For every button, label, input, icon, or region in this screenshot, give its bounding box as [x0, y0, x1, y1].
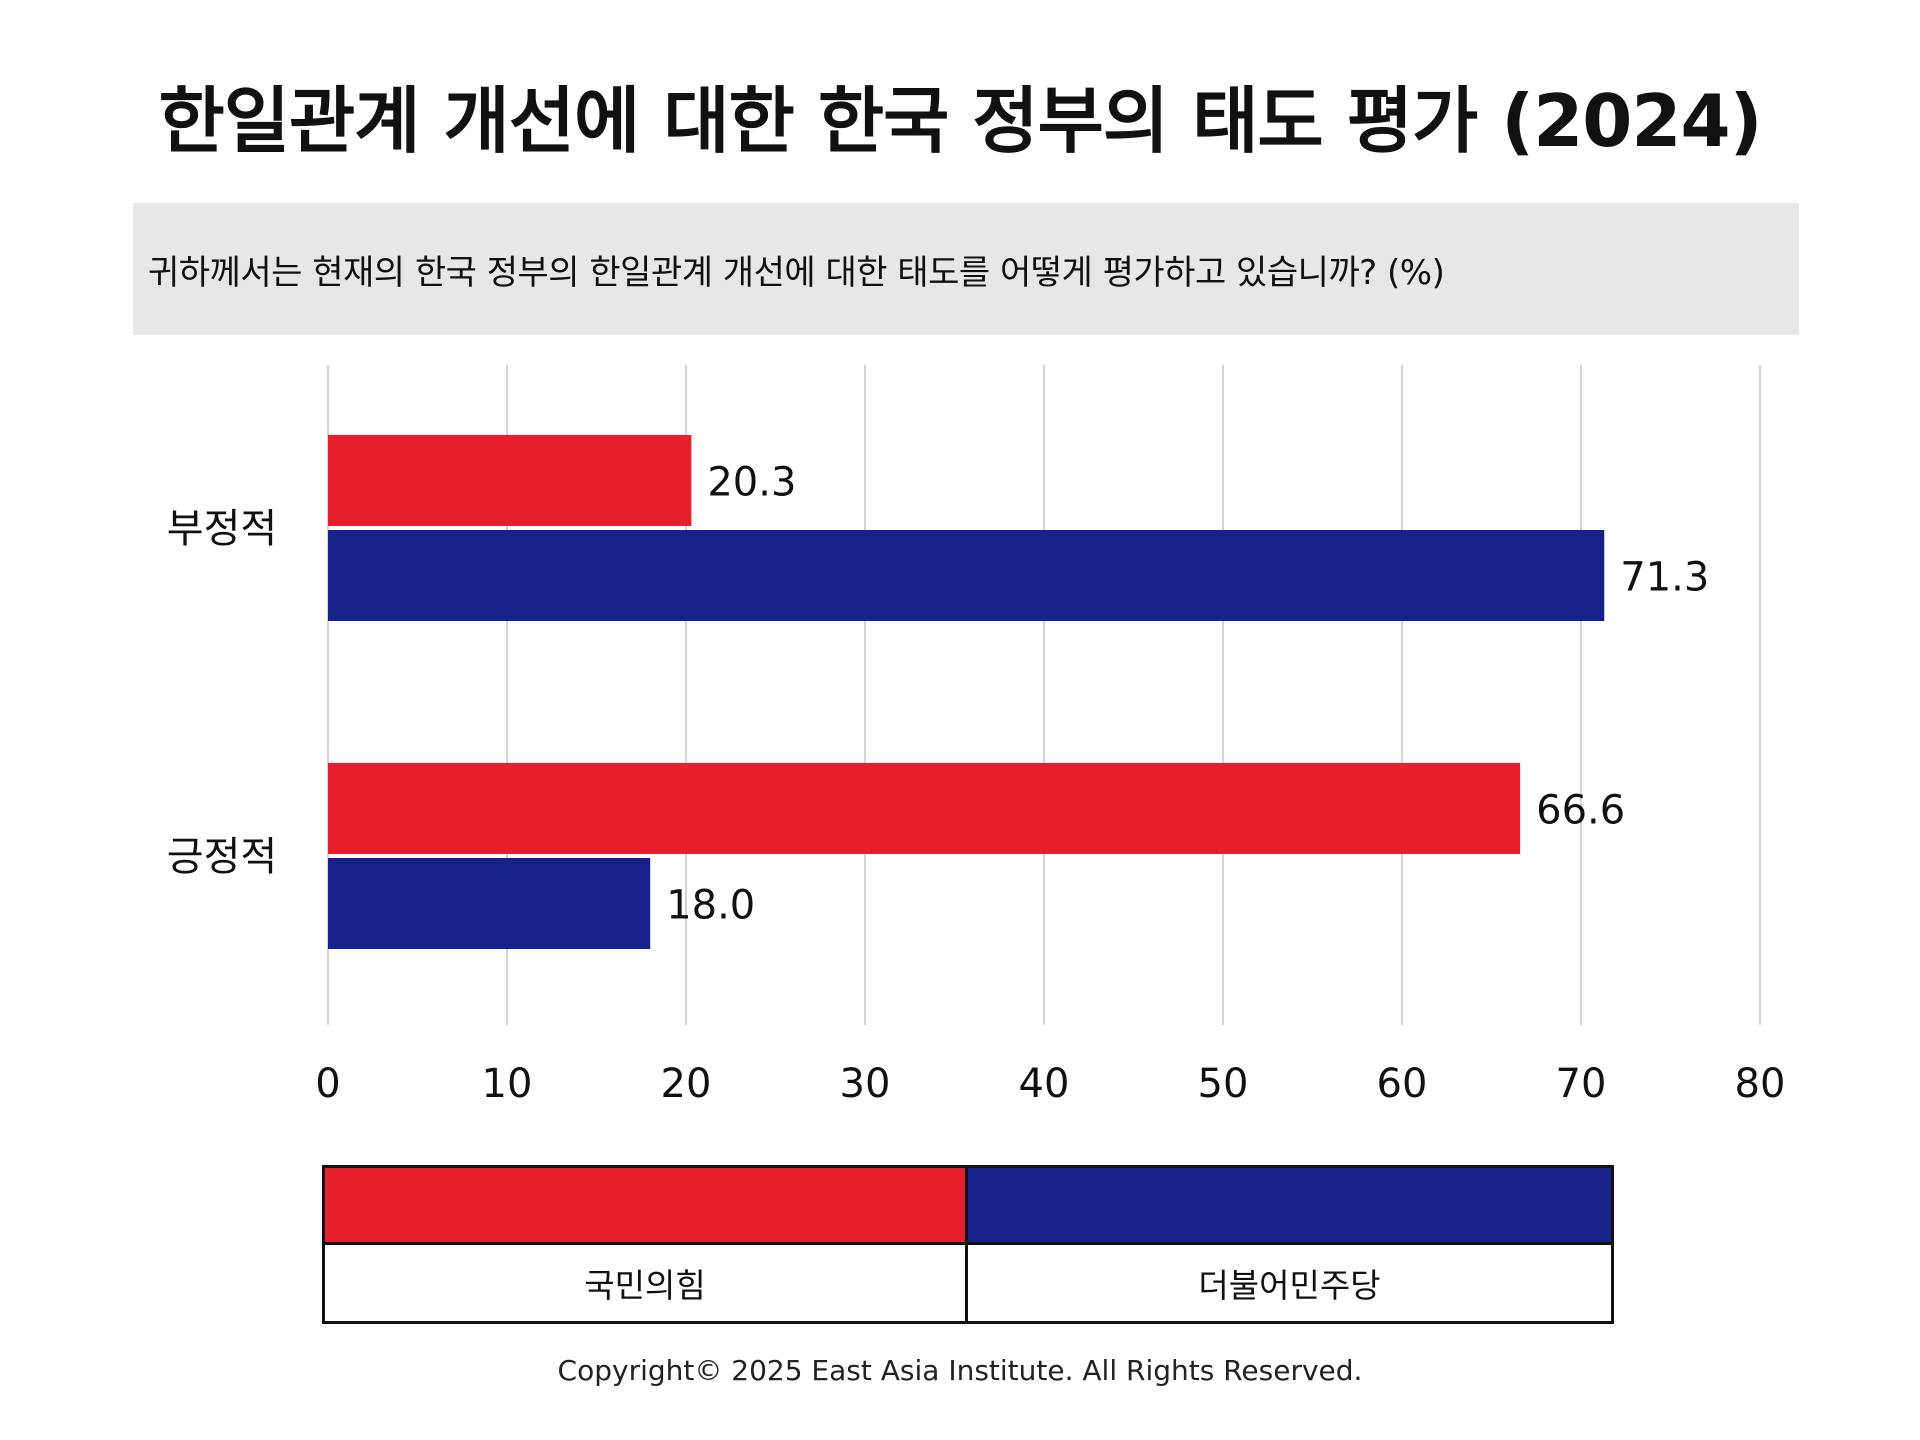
x-tick-label: 60 [1377, 1061, 1428, 1107]
data-label: 20.3 [707, 460, 796, 506]
x-tick-label: 40 [1019, 1061, 1070, 1107]
chart-title: 한일관계 개선에 대한 한국 정부의 태도 평가 (2024) [158, 79, 1763, 163]
value-labels: 20.3 71.3 66.6 18.0 [666, 460, 1709, 929]
category-label: 긍정적 [167, 834, 277, 880]
x-axis-tick-labels: 0 10 20 30 40 50 60 70 80 [315, 1061, 1785, 1107]
copyright-notice: Copyright© 2025 East Asia Institute. All… [557, 1354, 1363, 1387]
x-tick-label: 20 [661, 1061, 712, 1107]
category-label: 부정적 [167, 506, 277, 552]
survey-question: 귀하께서는 현재의 한국 정부의 한일관계 개선에 대한 태도를 어떻게 평가하… [133, 203, 1799, 335]
survey-question-text: 귀하께서는 현재의 한국 정부의 한일관계 개선에 대한 태도를 어떻게 평가하… [148, 252, 1445, 293]
bar [328, 435, 692, 526]
legend-swatch-ppp [325, 1168, 968, 1245]
bars [328, 435, 1605, 949]
bar [328, 763, 1521, 854]
legend-label-ppp: 국민의힘 [325, 1245, 968, 1321]
legend: 국민의힘 더불어민주당 [322, 1165, 1614, 1324]
data-label: 71.3 [1620, 555, 1709, 601]
legend-swatch-dpk [968, 1168, 1611, 1245]
x-tick-label: 50 [1198, 1061, 1249, 1107]
x-tick-label: 70 [1556, 1061, 1607, 1107]
x-tick-label: 80 [1735, 1061, 1786, 1107]
x-tick-label: 10 [482, 1061, 533, 1107]
data-label: 66.6 [1536, 788, 1625, 834]
data-label: 18.0 [666, 883, 755, 929]
bar [328, 530, 1605, 621]
legend-label-dpk: 더불어민주당 [1198, 1266, 1381, 1305]
bar [328, 858, 651, 949]
x-tick-label: 0 [315, 1061, 340, 1107]
x-tick-label: 30 [840, 1061, 891, 1107]
